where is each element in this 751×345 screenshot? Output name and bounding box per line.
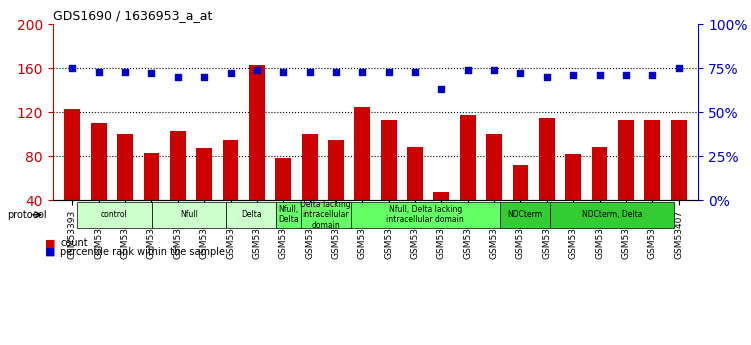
Text: percentile rank within the sample: percentile rank within the sample	[60, 247, 225, 257]
Point	[593, 72, 605, 78]
Text: ■: ■	[45, 238, 56, 248]
Bar	[513, 165, 529, 244]
Point	[251, 67, 263, 73]
Point	[356, 69, 368, 75]
Bar	[486, 134, 502, 244]
Point	[198, 74, 210, 80]
Point	[383, 69, 395, 75]
Bar	[143, 153, 159, 244]
Bar	[249, 65, 265, 244]
Bar	[117, 134, 133, 244]
Point	[488, 67, 500, 73]
Bar	[539, 118, 555, 244]
Point	[277, 69, 289, 75]
Point	[146, 71, 158, 76]
Point	[225, 71, 237, 76]
Bar	[566, 154, 581, 244]
Text: Nfull,
Delta: Nfull, Delta	[278, 205, 299, 225]
Bar	[618, 120, 634, 244]
Bar	[460, 116, 475, 244]
Text: protocol: protocol	[8, 210, 47, 220]
Bar	[302, 134, 318, 244]
Bar	[644, 120, 660, 244]
Bar	[170, 131, 185, 244]
Text: Delta lacking
intracellular
domain: Delta lacking intracellular domain	[300, 200, 351, 230]
Point	[172, 74, 184, 80]
Point	[303, 69, 315, 75]
Point	[647, 72, 659, 78]
Text: Delta: Delta	[241, 210, 261, 219]
Bar	[222, 140, 238, 244]
Text: count: count	[60, 238, 88, 248]
Bar	[671, 120, 686, 244]
Bar	[433, 193, 449, 244]
Point	[436, 87, 448, 92]
Point	[92, 69, 104, 75]
Text: Nfull: Nfull	[180, 210, 198, 219]
Bar	[196, 148, 212, 244]
Bar	[381, 120, 397, 244]
Point	[119, 69, 131, 75]
Point	[620, 72, 632, 78]
Point	[66, 65, 78, 71]
Text: Nfull, Delta lacking
intracellular domain: Nfull, Delta lacking intracellular domai…	[386, 205, 464, 225]
Bar	[91, 123, 107, 244]
Bar	[276, 158, 291, 244]
Point	[514, 71, 526, 76]
Text: control: control	[101, 210, 128, 219]
Bar	[407, 147, 423, 244]
Bar	[328, 140, 344, 244]
Point	[462, 67, 474, 73]
Point	[567, 72, 579, 78]
Text: NDCterm: NDCterm	[507, 210, 542, 219]
Text: ■: ■	[45, 247, 56, 257]
Point	[409, 69, 421, 75]
Point	[330, 69, 342, 75]
Point	[673, 65, 685, 71]
Text: NDCterm, Delta: NDCterm, Delta	[581, 210, 642, 219]
Bar	[592, 147, 608, 244]
Point	[541, 74, 553, 80]
Text: GDS1690 / 1636953_a_at: GDS1690 / 1636953_a_at	[53, 9, 212, 22]
Bar	[354, 107, 370, 244]
Bar	[65, 109, 80, 244]
